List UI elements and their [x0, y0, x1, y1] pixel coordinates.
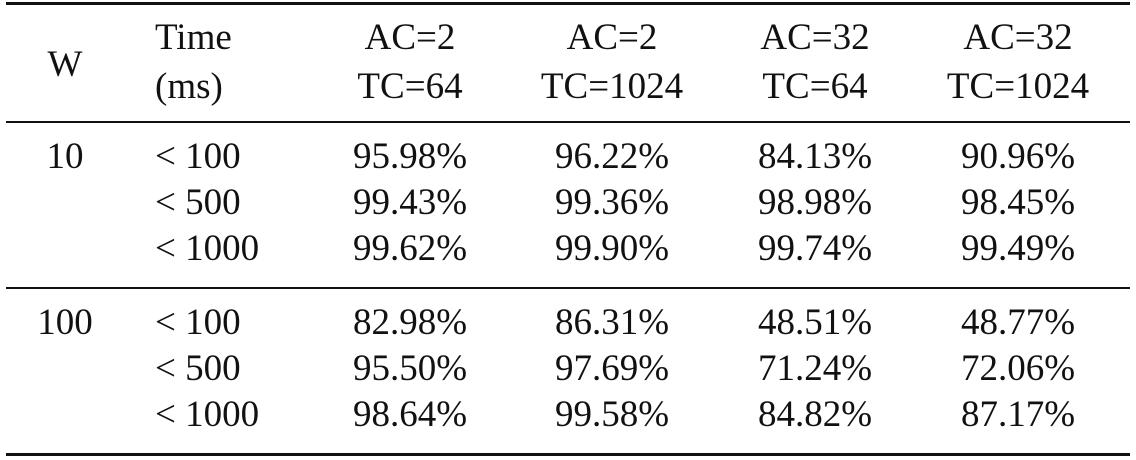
value-cell: 99.74% [757, 228, 873, 269]
value-cell: 90.96% [960, 136, 1076, 177]
value-cell: 71.24% [757, 348, 873, 389]
value-cell: 48.51% [757, 302, 873, 343]
top-rule [6, 2, 1130, 5]
group-rule [6, 287, 1130, 289]
w-cell: 100 [37, 302, 93, 343]
header-cell: AC=32 [760, 17, 870, 58]
value-cell: 48.77% [960, 302, 1076, 343]
value-cell: 84.13% [757, 136, 873, 177]
header-cell: TC=64 [762, 66, 868, 107]
value-cell: 98.45% [960, 182, 1076, 223]
value-cell: 99.58% [554, 394, 670, 435]
value-cell: 97.69% [554, 348, 670, 389]
time-cell: < 100 [155, 136, 241, 177]
header-rule [6, 121, 1130, 123]
value-cell: 99.90% [554, 228, 670, 269]
value-cell: 98.98% [757, 182, 873, 223]
value-cell: 72.06% [960, 348, 1076, 389]
header-cell: TC=1024 [540, 66, 684, 107]
value-cell: 98.64% [352, 394, 468, 435]
w-cell: 10 [46, 136, 84, 177]
value-cell: 99.43% [352, 182, 468, 223]
header-cell: (ms) [155, 66, 223, 107]
time-cell: < 500 [155, 348, 241, 389]
time-cell: < 500 [155, 182, 241, 223]
value-cell: 87.17% [960, 394, 1076, 435]
time-cell: < 1000 [155, 394, 260, 435]
value-cell: 86.31% [554, 302, 670, 343]
bottom-rule [6, 453, 1130, 456]
value-cell: 99.36% [554, 182, 670, 223]
header-cell: AC=2 [364, 17, 456, 58]
header-cell: AC=2 [566, 17, 658, 58]
value-cell: 95.98% [352, 136, 468, 177]
header-cell: TC=1024 [946, 66, 1090, 107]
time-cell: < 100 [155, 302, 241, 343]
value-cell: 95.50% [352, 348, 468, 389]
value-cell: 99.62% [352, 228, 468, 269]
value-cell: 82.98% [352, 302, 468, 343]
header-cell: AC=32 [963, 17, 1073, 58]
value-cell: 99.49% [960, 228, 1076, 269]
time-cell: < 1000 [155, 228, 260, 269]
header-cell: Time [155, 17, 232, 58]
value-cell: 84.82% [757, 394, 873, 435]
value-cell: 96.22% [554, 136, 670, 177]
header-cell: TC=64 [357, 66, 463, 107]
header-cell: W [47, 44, 83, 85]
